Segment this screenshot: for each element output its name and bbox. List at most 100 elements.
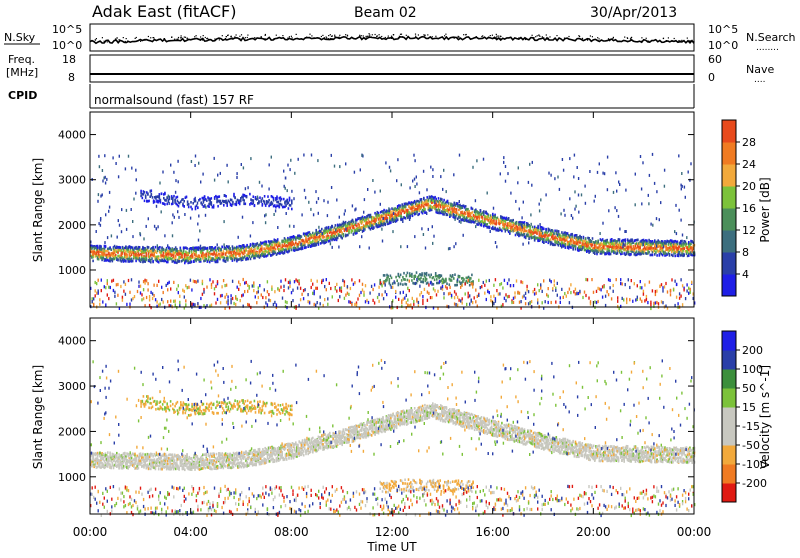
echo-pixel xyxy=(407,272,409,275)
clutter-pixel xyxy=(240,299,241,302)
echo-pixel xyxy=(423,281,425,284)
echo-pixel xyxy=(173,195,175,198)
clutter-pixel xyxy=(104,285,105,288)
noise-search-dot xyxy=(221,38,222,39)
clutter-pixel xyxy=(194,280,195,283)
echo-pixel xyxy=(323,236,325,239)
echo-pixel xyxy=(421,272,423,275)
echo-pixel xyxy=(335,224,337,227)
nave-tick-bottom: 0 xyxy=(708,71,715,84)
echo-pixel xyxy=(163,252,165,255)
echo-pixel xyxy=(233,254,235,257)
echo-pixel xyxy=(301,235,303,238)
noise-search-dot xyxy=(587,40,588,41)
clutter-pixel xyxy=(110,286,111,289)
clutter-pixel xyxy=(233,302,234,305)
clutter-pixel xyxy=(221,294,222,297)
date-label: 30/Apr/2013 xyxy=(590,5,677,21)
echo-pixel xyxy=(262,204,264,207)
echo-pixel xyxy=(344,230,346,233)
noise-search-dot xyxy=(525,39,526,40)
noise-search-dot xyxy=(116,38,117,39)
noise-search-dot xyxy=(687,38,688,39)
echo-pixel xyxy=(178,260,180,263)
echo-pixel xyxy=(400,216,402,219)
echo-pixel xyxy=(433,276,435,279)
echo-pixel xyxy=(430,274,432,277)
clutter-pixel xyxy=(211,286,212,289)
clutter-pixel xyxy=(144,282,145,285)
noise-search-dot xyxy=(476,36,477,37)
noise-search-dot xyxy=(331,36,332,37)
clutter-pixel xyxy=(217,298,218,301)
echo-pixel xyxy=(433,283,435,286)
echo-pixel xyxy=(215,246,217,249)
echo-pixel xyxy=(183,200,185,203)
echo-pixel xyxy=(448,205,450,208)
noise-search-dot xyxy=(401,34,402,35)
echo-pixel xyxy=(353,221,355,224)
clutter-pixel xyxy=(200,297,201,300)
clutter-pixel xyxy=(173,281,174,284)
noise-search-dot xyxy=(289,36,290,37)
echo-pixel xyxy=(672,255,674,258)
echo-pixel xyxy=(250,243,252,246)
clutter-pixel xyxy=(220,301,221,304)
clutter-pixel xyxy=(224,296,225,299)
echo-pixel xyxy=(423,205,425,208)
echo-pixel xyxy=(254,257,256,260)
echo-pixel xyxy=(132,260,134,263)
echo-pixel xyxy=(225,195,227,198)
echo-pixel xyxy=(188,206,190,209)
echo-pixel xyxy=(364,228,366,231)
echo-pixel xyxy=(305,238,307,241)
clutter-pixel xyxy=(108,297,109,300)
clutter-pixel xyxy=(114,291,115,294)
echo-pixel xyxy=(426,272,428,275)
clutter-pixel xyxy=(258,286,259,289)
echo-pixel xyxy=(148,246,150,249)
echo-pixel xyxy=(277,238,279,241)
echo-pixel xyxy=(543,228,545,231)
clutter-pixel xyxy=(158,304,159,307)
clutter-pixel xyxy=(261,293,262,296)
noise-search-dot xyxy=(669,41,670,42)
echo-pixel xyxy=(390,221,392,224)
clutter-pixel xyxy=(246,281,247,284)
clutter-pixel xyxy=(226,284,227,287)
noise-search-dot xyxy=(646,38,647,39)
clutter-pixel xyxy=(212,280,213,283)
noise-search-dot xyxy=(144,40,145,41)
echo-pixel xyxy=(516,222,518,225)
clutter-pixel xyxy=(98,279,99,282)
clutter-pixel xyxy=(203,291,204,294)
echo-pixel xyxy=(637,239,639,242)
echo-pixel xyxy=(406,283,408,286)
noise-search-dot xyxy=(345,34,346,35)
echo-pixel xyxy=(635,245,637,248)
clutter-pixel xyxy=(123,290,124,293)
echo-pixel xyxy=(160,199,162,202)
noise-search-dot xyxy=(96,38,97,39)
noise-search-dot xyxy=(542,36,543,37)
echo-pixel xyxy=(416,271,418,274)
echo-pixel xyxy=(451,279,453,282)
echo-pixel xyxy=(656,254,658,257)
echo-pixel xyxy=(221,246,223,249)
clutter-pixel xyxy=(243,293,244,296)
noise-trace xyxy=(90,33,695,43)
noise-search-dot xyxy=(500,38,501,39)
noise-search-dot xyxy=(579,38,580,39)
noise-search-dot xyxy=(205,37,206,38)
echo-pixel xyxy=(585,238,587,241)
echo-pixel xyxy=(152,246,154,249)
echo-pixel xyxy=(510,223,512,226)
clutter-pixel xyxy=(214,292,215,295)
clutter-pixel xyxy=(237,286,238,289)
freq-label: Freq. xyxy=(8,53,35,66)
clutter-pixel xyxy=(141,293,142,296)
clutter-pixel xyxy=(131,278,132,281)
echo-pixel xyxy=(208,205,210,208)
echo-pixel xyxy=(148,200,150,203)
